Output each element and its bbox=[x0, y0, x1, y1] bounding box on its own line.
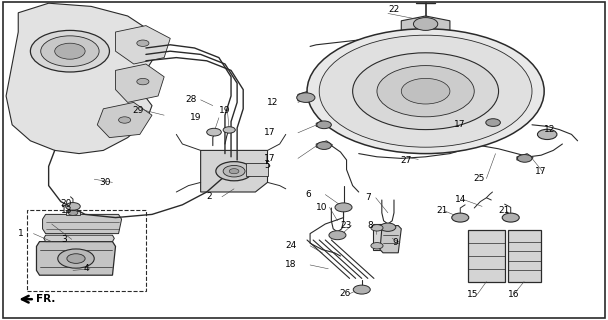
Circle shape bbox=[58, 249, 94, 268]
Text: 5: 5 bbox=[264, 161, 270, 170]
Circle shape bbox=[380, 223, 396, 231]
Polygon shape bbox=[401, 16, 450, 30]
Circle shape bbox=[335, 203, 352, 212]
Circle shape bbox=[317, 142, 331, 149]
Polygon shape bbox=[201, 150, 268, 192]
Circle shape bbox=[137, 40, 149, 46]
Circle shape bbox=[317, 121, 331, 129]
Circle shape bbox=[41, 36, 99, 67]
Polygon shape bbox=[97, 102, 152, 138]
Text: 10: 10 bbox=[316, 203, 328, 212]
Polygon shape bbox=[485, 118, 502, 126]
Polygon shape bbox=[43, 214, 122, 234]
Circle shape bbox=[297, 93, 315, 102]
Circle shape bbox=[537, 129, 557, 140]
Polygon shape bbox=[316, 141, 333, 149]
Polygon shape bbox=[116, 64, 164, 102]
Text: 24: 24 bbox=[285, 241, 297, 250]
Text: 17: 17 bbox=[264, 154, 275, 163]
Text: 12: 12 bbox=[267, 98, 278, 107]
Text: 29: 29 bbox=[133, 106, 144, 115]
Circle shape bbox=[486, 119, 500, 126]
Text: 26: 26 bbox=[339, 289, 351, 298]
Text: 30: 30 bbox=[99, 178, 111, 187]
Text: 7: 7 bbox=[365, 193, 370, 202]
Text: 22: 22 bbox=[388, 5, 399, 14]
Text: 17: 17 bbox=[264, 128, 275, 137]
Polygon shape bbox=[468, 230, 505, 282]
Circle shape bbox=[371, 225, 383, 231]
Text: 27: 27 bbox=[400, 156, 412, 164]
Polygon shape bbox=[508, 230, 541, 282]
Polygon shape bbox=[116, 26, 170, 64]
Bar bbox=[27, 210, 146, 291]
Text: 12: 12 bbox=[544, 125, 556, 134]
Circle shape bbox=[30, 30, 109, 72]
Text: 23: 23 bbox=[340, 221, 352, 230]
Circle shape bbox=[68, 210, 78, 215]
Text: 8: 8 bbox=[368, 221, 373, 230]
Text: 21: 21 bbox=[437, 206, 448, 215]
Circle shape bbox=[119, 117, 131, 123]
Text: 9: 9 bbox=[392, 238, 398, 247]
Polygon shape bbox=[36, 242, 116, 275]
Circle shape bbox=[223, 127, 235, 133]
Bar bbox=[246, 163, 268, 176]
Circle shape bbox=[307, 29, 544, 154]
Circle shape bbox=[329, 231, 346, 240]
Text: 17: 17 bbox=[535, 167, 547, 176]
Text: 4: 4 bbox=[84, 264, 89, 273]
Text: 2: 2 bbox=[207, 192, 212, 201]
Text: 20: 20 bbox=[61, 199, 72, 208]
Circle shape bbox=[67, 254, 85, 263]
Polygon shape bbox=[316, 120, 333, 128]
Circle shape bbox=[66, 203, 80, 210]
Polygon shape bbox=[44, 235, 114, 242]
Circle shape bbox=[207, 128, 221, 136]
Text: 18: 18 bbox=[285, 260, 297, 269]
Text: 6: 6 bbox=[306, 190, 311, 199]
Circle shape bbox=[377, 66, 474, 117]
Polygon shape bbox=[517, 154, 533, 162]
Circle shape bbox=[502, 213, 519, 222]
Text: 28: 28 bbox=[185, 95, 197, 104]
Text: 15: 15 bbox=[467, 290, 478, 299]
Circle shape bbox=[353, 53, 499, 130]
Text: 17: 17 bbox=[454, 120, 465, 129]
Circle shape bbox=[216, 162, 252, 181]
Circle shape bbox=[517, 155, 532, 162]
Circle shape bbox=[229, 169, 239, 174]
Circle shape bbox=[452, 213, 469, 222]
Text: 3: 3 bbox=[61, 235, 66, 244]
Polygon shape bbox=[6, 3, 158, 154]
Text: 25: 25 bbox=[473, 174, 485, 183]
Circle shape bbox=[371, 243, 383, 249]
Circle shape bbox=[319, 35, 532, 147]
Circle shape bbox=[223, 165, 245, 177]
Text: 14: 14 bbox=[455, 195, 466, 204]
Circle shape bbox=[55, 43, 85, 59]
Polygon shape bbox=[298, 90, 319, 102]
Circle shape bbox=[353, 285, 370, 294]
Text: 1: 1 bbox=[18, 229, 24, 238]
Polygon shape bbox=[373, 224, 382, 250]
Text: 16: 16 bbox=[508, 290, 519, 299]
Circle shape bbox=[401, 78, 450, 104]
Text: 19: 19 bbox=[219, 106, 230, 115]
Polygon shape bbox=[380, 226, 401, 253]
Circle shape bbox=[137, 78, 149, 85]
Text: 21: 21 bbox=[499, 206, 510, 215]
Text: 13: 13 bbox=[61, 206, 72, 215]
Circle shape bbox=[413, 18, 438, 30]
Text: 19: 19 bbox=[190, 113, 202, 122]
Polygon shape bbox=[66, 211, 80, 215]
Text: FR.: FR. bbox=[36, 294, 56, 304]
